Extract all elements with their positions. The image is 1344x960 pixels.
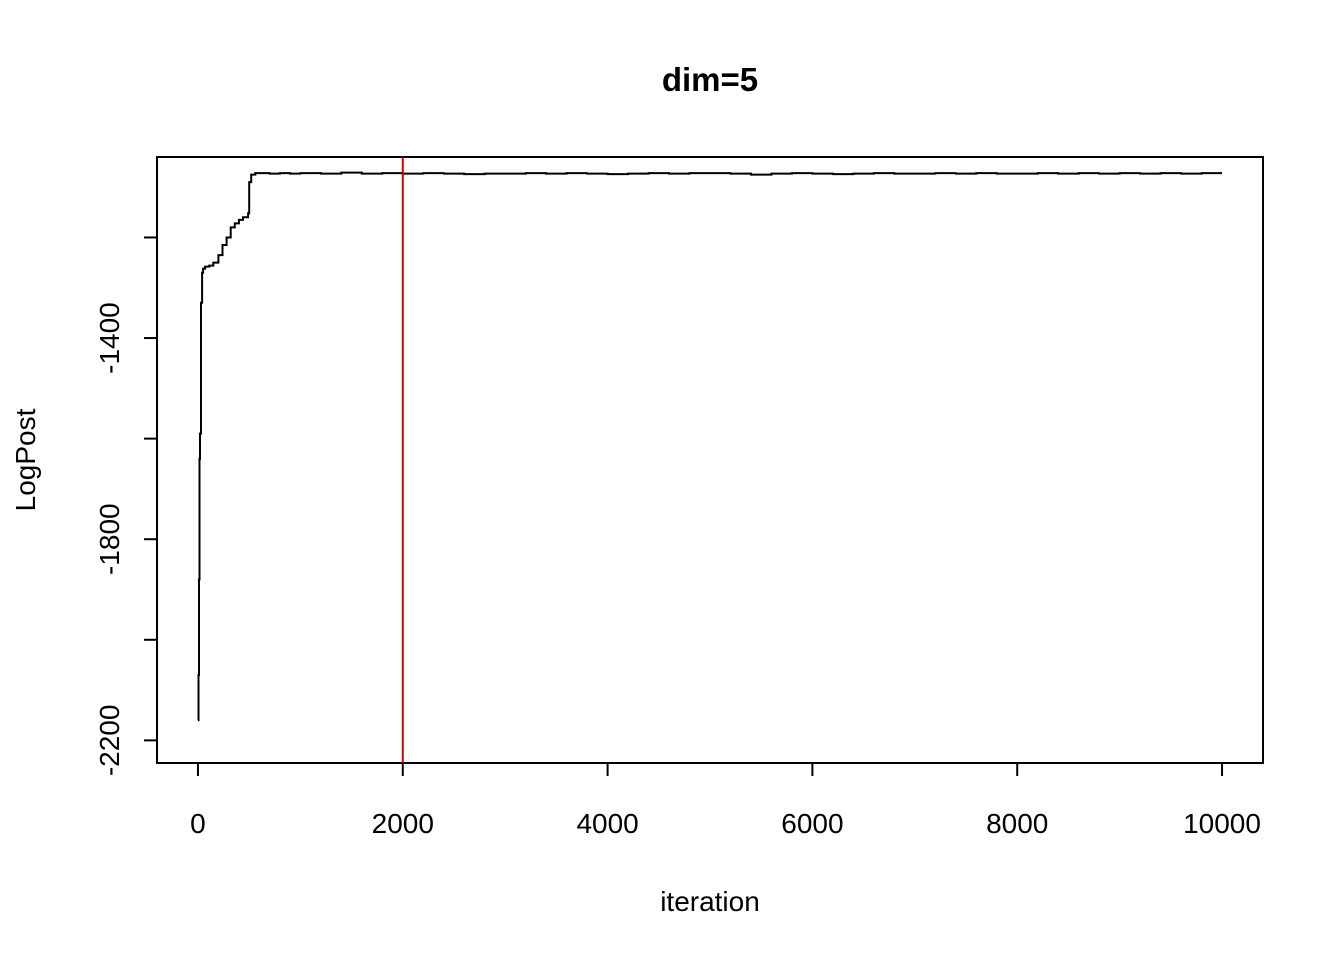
y-tick-label: -1800 [94, 503, 125, 575]
plot-area [197, 157, 1222, 763]
x-tick-label: 6000 [781, 808, 843, 839]
x-axis: 0 2000 4000 6000 8000 10000 [190, 762, 1261, 839]
y-axis-label: LogPost [10, 408, 41, 511]
x-tick-label: 0 [190, 808, 206, 839]
chart-title: dim=5 [662, 61, 758, 98]
x-tick-label: 10000 [1183, 808, 1261, 839]
y-tick-label: -1400 [94, 302, 125, 374]
y-tick-label: -2200 [94, 705, 125, 777]
x-tick-label: 8000 [986, 808, 1048, 839]
x-axis-label: iteration [660, 886, 760, 917]
plot-frame [156, 156, 1264, 764]
series-line [197, 171, 1222, 722]
y-axis: -2200 -1800 -1400 [94, 236, 158, 777]
x-tick-label: 4000 [576, 808, 638, 839]
x-tick-label: 2000 [372, 808, 434, 839]
